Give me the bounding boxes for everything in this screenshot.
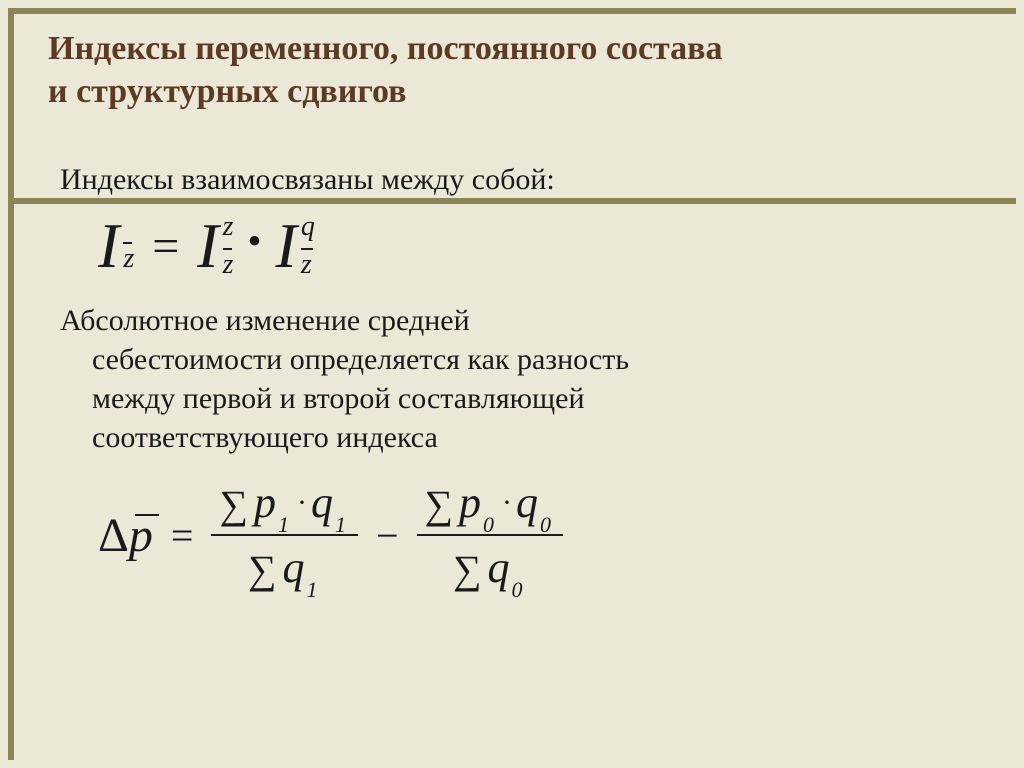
title-block: Индексы переменного, постоянного состава… — [48, 28, 976, 113]
para2-l4: соответствующего индекса — [92, 421, 438, 454]
f2-frac1-num: ∑ p 1 · q 1 — [211, 475, 358, 530]
f2-f2n-s1: 0 — [483, 512, 494, 538]
title-line1: Индексы переменного, постоянного состава — [48, 28, 976, 71]
f1-mid-base: I — [197, 214, 218, 278]
f1-mid-sub: z — [223, 251, 234, 279]
paragraph-2: Абсолютное изменение средней себестоимос… — [60, 301, 984, 457]
f2-delta: Δ — [98, 508, 129, 563]
f1-lhs-base: I — [98, 214, 119, 278]
content: Индексы взаимосвязаны между собой: I z =… — [60, 160, 984, 595]
formula-relationship: I z = I z z • I q z — [98, 213, 984, 279]
f2-f1d-v: q — [282, 542, 304, 593]
f2-f2n-dot: · — [502, 486, 512, 520]
f2-frac2-num: ∑ p 0 · q 0 — [417, 475, 564, 530]
f2-f1d-s: 1 — [306, 577, 317, 603]
f2-frac2: ∑ p 0 · q 0 ∑ q 0 — [417, 475, 564, 595]
para2-l2: себестоимости определяется как разность — [92, 343, 629, 376]
f2-f1n-s1: 1 — [278, 512, 289, 538]
sigma-icon: ∑ — [453, 546, 482, 593]
frame-top — [8, 8, 1016, 14]
title-line2: и структурных сдвигов — [48, 71, 976, 114]
f2-pbar: p — [129, 508, 153, 563]
f2-f1n-dot: · — [297, 486, 307, 520]
frame-left-upper — [8, 8, 14, 198]
f1-rhs-sup: q — [301, 213, 315, 241]
para2-l3: между первой и второй составляющей — [92, 382, 585, 415]
f2-f2d-s: 0 — [512, 577, 523, 603]
f2-frac1: ∑ p 1 · q 1 ∑ q 1 — [211, 475, 358, 595]
sigma-icon: ∑ — [248, 546, 277, 593]
f2-f1n-v1: p — [254, 477, 276, 528]
f2-f2n-v1: p — [459, 477, 481, 528]
f2-f2d-v: q — [488, 542, 510, 593]
f2-frac1-den: ∑ q 1 — [240, 540, 330, 595]
f2-f2n-s2: 0 — [540, 512, 551, 538]
f2-f1n-v2: q — [311, 477, 333, 528]
paragraph-1: Индексы взаимосвязаны между собой: — [60, 160, 984, 199]
formula-absolute-change: Δ p = ∑ p 1 · q 1 ∑ q 1 − — [98, 475, 984, 595]
f1-rhs-sub: z — [301, 251, 315, 279]
f2-minus: − — [376, 512, 399, 559]
f1-eq: = — [152, 219, 179, 274]
sigma-icon: ∑ — [219, 481, 248, 528]
sigma-icon: ∑ — [425, 481, 454, 528]
f1-rhs-base: I — [276, 214, 297, 278]
divider — [14, 198, 1016, 204]
f2-frac2-den: ∑ q 0 — [445, 540, 535, 595]
f1-mid-sup: z — [223, 213, 234, 241]
f2-f2n-v2: q — [516, 477, 538, 528]
f2-f1n-s2: 1 — [335, 512, 346, 538]
f1-dot: • — [248, 217, 262, 264]
f2-eq: = — [171, 512, 194, 559]
frame-left-lower — [8, 198, 14, 760]
f1-lhs-sub: z — [123, 245, 134, 273]
para2-l1: Абсолютное изменение средней — [60, 304, 470, 337]
